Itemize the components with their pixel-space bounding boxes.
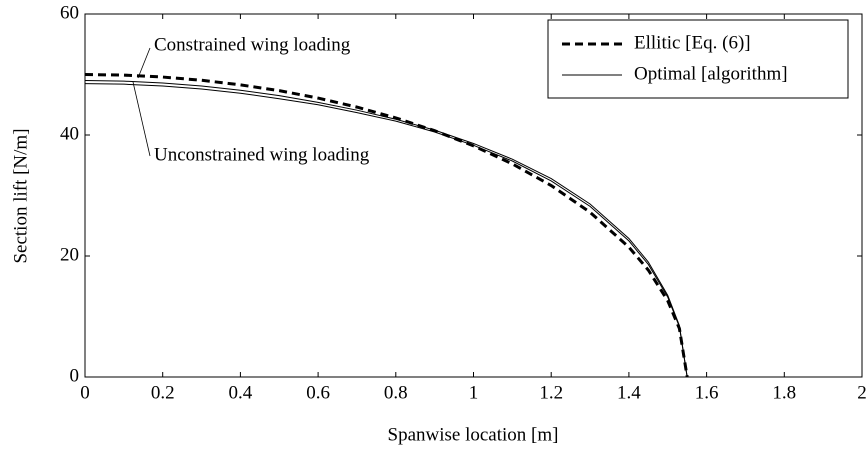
x-axis-label: Spanwise location [m]: [388, 424, 559, 445]
y-tick-label: 20: [60, 244, 79, 265]
legend-label: Ellitic [Eq. (6)]: [634, 32, 751, 53]
annotation: Constrained wing loading: [154, 34, 351, 55]
x-tick-label: 1.4: [617, 382, 641, 403]
x-tick-label: 0: [80, 382, 90, 403]
series-line: [84, 80, 688, 378]
series-line: [84, 73, 689, 378]
x-tick-label: 0.4: [229, 382, 253, 403]
leader-line: [137, 47, 151, 79]
x-tick-label: 2: [857, 382, 867, 403]
series-line: [84, 83, 688, 378]
y-tick-label: 60: [60, 2, 79, 23]
x-tick-label: 1.2: [539, 382, 563, 403]
y-tick-label: 40: [60, 123, 79, 144]
x-tick-label: 1: [469, 382, 479, 403]
x-tick-label: 1.8: [772, 382, 796, 403]
x-tick-label: 1.6: [695, 382, 719, 403]
annotation: Unconstrained wing loading: [154, 144, 370, 165]
y-tick-label: 0: [70, 365, 80, 386]
leader-line: [132, 81, 151, 157]
y-axis-label: Section lift [N/m]: [10, 128, 31, 263]
legend-box: [547, 19, 849, 99]
x-tick-label: 0.8: [384, 382, 408, 403]
x-tick-label: 0.6: [306, 382, 330, 403]
x-tick-label: 0.2: [151, 382, 175, 403]
legend-label: Optimal [algorithm]: [634, 63, 788, 84]
